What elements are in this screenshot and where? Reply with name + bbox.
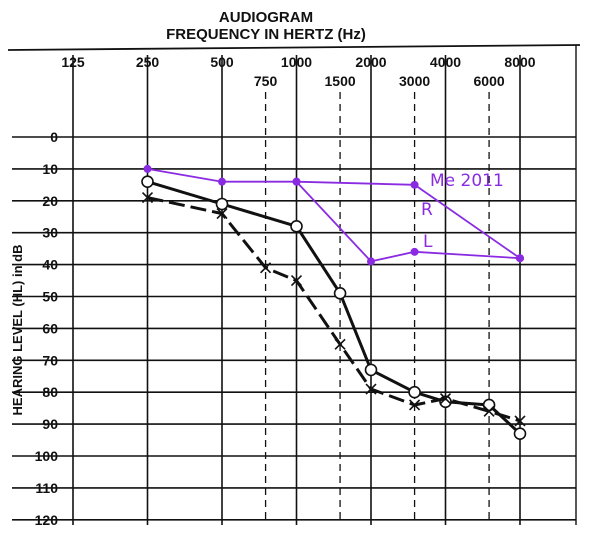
x-marker [260,262,272,274]
x-marker [141,192,154,204]
circle-marker [364,363,378,377]
plot-grid [7,44,581,525]
series-line [295,181,521,263]
y-tick-label: 90 [42,416,58,432]
dot-marker [410,247,419,256]
x-tick-label-major: 8000 [504,54,535,70]
chart-title: AUDIOGRAM [219,9,313,26]
y-tick-label: 110 [35,480,58,496]
dot-marker [218,177,226,186]
x-marker [409,399,421,411]
x-tick-label-major: 4000 [430,54,461,70]
y-tick-label: 40 [42,257,58,273]
y-tick-label: 100 [35,448,59,464]
y-tick-label: 80 [42,384,58,400]
x-marker [514,415,526,427]
dot-marker [367,257,375,266]
x-tick-label-major: 250 [136,54,160,70]
dot-marker [143,164,152,173]
annotation-l: L [423,232,433,252]
x-tick-label-minor: 1500 [325,73,356,89]
y-tick-label: 60 [42,320,58,336]
dot-marker [516,254,524,263]
y-tick-labels: 0 10 20 30 40 50 60 70 80 90 100 110 120 [35,129,59,528]
y-tick-label: 50 [42,289,58,305]
circle-marker [215,197,229,211]
series-line [147,196,521,423]
x-marker [290,274,303,287]
annotation-me-2011: Me 2011 [430,171,504,191]
y-tick-label: 30 [42,225,58,241]
y-tick-label: 10 [42,161,58,177]
annotation-r: R [421,200,433,220]
x-tick-label-major: 2000 [355,54,386,70]
y-tick-label: 0 [50,129,58,145]
x-marker [439,393,452,405]
x-tick-label-minor: 6000 [474,73,505,89]
plot-series [141,164,527,440]
x-tick-labels: 125 250 500 1000 2000 4000 8000 750 1500 3000 6000 [61,54,535,89]
chart-subtitle: FREQUENCY IN HERTZ (Hz) [166,26,366,43]
top-border [7,44,581,51]
dot-marker [292,177,301,186]
y-tick-label: 120 [35,512,59,528]
x-marker [483,405,495,417]
dot-marker [410,180,419,189]
circle-marker [408,385,421,399]
circle-marker [513,427,527,440]
circle-marker [141,175,154,188]
y-tick-label: 20 [42,193,58,209]
circle-marker [290,220,303,233]
x-tick-label-major: 125 [61,54,85,70]
x-tick-label-minor: 3000 [399,73,430,89]
x-marker [365,383,377,395]
x-tick-label-major: 1000 [281,54,312,70]
x-marker [216,207,228,220]
x-tick-label-minor: 750 [254,73,278,89]
y-tick-label: 70 [42,352,58,368]
x-marker [334,338,346,350]
circle-marker [333,287,347,300]
x-tick-label-major: 500 [210,54,234,70]
y-axis-label: HEARING LEVEL (HL) in dB [10,245,25,416]
